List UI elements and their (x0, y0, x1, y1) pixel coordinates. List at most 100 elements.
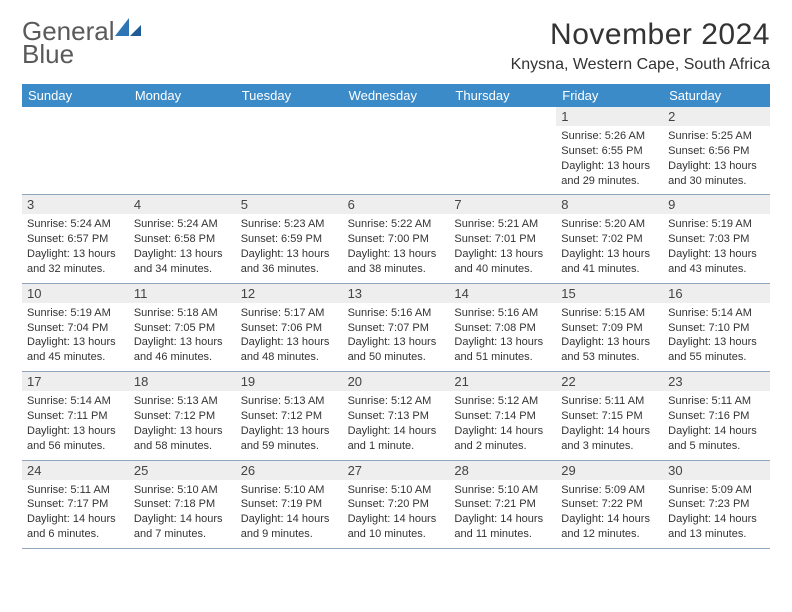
daylight1-text: Daylight: 14 hours (668, 424, 765, 439)
day-cell: 15Sunrise: 5:15 AMSunset: 7:09 PMDayligh… (556, 284, 663, 371)
day-number: 11 (129, 284, 236, 303)
daylight2-text: and 3 minutes. (561, 439, 658, 454)
sunset-text: Sunset: 7:02 PM (561, 232, 658, 247)
day-number: 14 (449, 284, 556, 303)
sunset-text: Sunset: 7:04 PM (27, 321, 124, 336)
sunset-text: Sunset: 7:20 PM (348, 497, 445, 512)
sunrise-text: Sunrise: 5:17 AM (241, 306, 338, 321)
day-cell: 17Sunrise: 5:14 AMSunset: 7:11 PMDayligh… (22, 372, 129, 459)
day-cell: 24Sunrise: 5:11 AMSunset: 7:17 PMDayligh… (22, 461, 129, 548)
daylight2-text: and 38 minutes. (348, 262, 445, 277)
day-number: 25 (129, 461, 236, 480)
day-cell: 18Sunrise: 5:13 AMSunset: 7:12 PMDayligh… (129, 372, 236, 459)
day-number: 16 (663, 284, 770, 303)
dayname-sun: Sunday (22, 84, 129, 107)
day-number: 22 (556, 372, 663, 391)
sunset-text: Sunset: 7:05 PM (134, 321, 231, 336)
daylight1-text: Daylight: 13 hours (134, 247, 231, 262)
daylight2-text: and 7 minutes. (134, 527, 231, 542)
daylight1-text: Daylight: 14 hours (27, 512, 124, 527)
sunrise-text: Sunrise: 5:14 AM (27, 394, 124, 409)
day-number: 5 (236, 195, 343, 214)
daylight2-text: and 9 minutes. (241, 527, 338, 542)
sunrise-text: Sunrise: 5:12 AM (454, 394, 551, 409)
day-number: 28 (449, 461, 556, 480)
daylight1-text: Daylight: 14 hours (561, 512, 658, 527)
day-cell: 16Sunrise: 5:14 AMSunset: 7:10 PMDayligh… (663, 284, 770, 371)
week-row: 10Sunrise: 5:19 AMSunset: 7:04 PMDayligh… (22, 284, 770, 372)
sunset-text: Sunset: 7:19 PM (241, 497, 338, 512)
daylight1-text: Daylight: 13 hours (454, 335, 551, 350)
empty-cell (343, 107, 450, 194)
sunset-text: Sunset: 7:13 PM (348, 409, 445, 424)
day-number: 30 (663, 461, 770, 480)
day-cell: 23Sunrise: 5:11 AMSunset: 7:16 PMDayligh… (663, 372, 770, 459)
sunrise-text: Sunrise: 5:10 AM (134, 483, 231, 498)
sunset-text: Sunset: 6:56 PM (668, 144, 765, 159)
sunset-text: Sunset: 7:03 PM (668, 232, 765, 247)
day-cell: 5Sunrise: 5:23 AMSunset: 6:59 PMDaylight… (236, 195, 343, 282)
day-number: 10 (22, 284, 129, 303)
daylight1-text: Daylight: 13 hours (27, 424, 124, 439)
day-number: 3 (22, 195, 129, 214)
sunset-text: Sunset: 6:55 PM (561, 144, 658, 159)
daylight1-text: Daylight: 13 hours (668, 159, 765, 174)
sunrise-text: Sunrise: 5:15 AM (561, 306, 658, 321)
sunrise-text: Sunrise: 5:09 AM (668, 483, 765, 498)
sunrise-text: Sunrise: 5:13 AM (241, 394, 338, 409)
daylight1-text: Daylight: 13 hours (348, 247, 445, 262)
daylight2-text: and 43 minutes. (668, 262, 765, 277)
daylight1-text: Daylight: 13 hours (561, 159, 658, 174)
daylight2-text: and 6 minutes. (27, 527, 124, 542)
sunset-text: Sunset: 6:59 PM (241, 232, 338, 247)
sunrise-text: Sunrise: 5:09 AM (561, 483, 658, 498)
sunrise-text: Sunrise: 5:25 AM (668, 129, 765, 144)
daylight1-text: Daylight: 14 hours (241, 512, 338, 527)
day-number: 21 (449, 372, 556, 391)
location: Knysna, Western Cape, South Africa (511, 56, 770, 74)
sunrise-text: Sunrise: 5:21 AM (454, 217, 551, 232)
daylight1-text: Daylight: 14 hours (668, 512, 765, 527)
daylight2-text: and 58 minutes. (134, 439, 231, 454)
day-number: 20 (343, 372, 450, 391)
day-cell: 22 Sunrise: 5:11 AMSunset: 7:15 PMDayligh… (556, 372, 663, 459)
sunrise-text: Sunrise: 5:14 AM (668, 306, 765, 321)
day-header-row: Sunday Monday Tuesday Wednesday Thursday… (22, 84, 770, 107)
daylight1-text: Daylight: 13 hours (241, 335, 338, 350)
day-cell: 11Sunrise: 5:18 AMSunset: 7:05 PMDayligh… (129, 284, 236, 371)
daylight1-text: Daylight: 14 hours (134, 512, 231, 527)
day-number: 7 (449, 195, 556, 214)
day-cell: 26Sunrise: 5:10 AMSunset: 7:19 PMDayligh… (236, 461, 343, 548)
sunset-text: Sunset: 7:15 PM (561, 409, 658, 424)
day-number: 23 (663, 372, 770, 391)
day-number: 6 (343, 195, 450, 214)
sunrise-text: Sunrise: 5:11 AM (668, 394, 765, 409)
week-row: 1Sunrise: 5:26 AMSunset: 6:55 PMDaylight… (22, 107, 770, 195)
sunrise-text: Sunrise: 5:19 AM (668, 217, 765, 232)
sunrise-text: Sunrise: 5:24 AM (134, 217, 231, 232)
daylight1-text: Daylight: 13 hours (561, 335, 658, 350)
daylight1-text: Daylight: 14 hours (454, 512, 551, 527)
day-cell: 6 Sunrise: 5:22 AMSunset: 7:00 PMDaylight… (343, 195, 450, 282)
daylight1-text: Daylight: 14 hours (561, 424, 658, 439)
sunrise-text: Sunrise: 5:18 AM (134, 306, 231, 321)
daylight2-text: and 1 minute. (348, 439, 445, 454)
sunrise-text: Sunrise: 5:11 AM (561, 394, 658, 409)
daylight2-text: and 48 minutes. (241, 350, 338, 365)
empty-cell (129, 107, 236, 194)
sunset-text: Sunset: 7:07 PM (348, 321, 445, 336)
daylight2-text: and 36 minutes. (241, 262, 338, 277)
day-cell: 7Sunrise: 5:21 AMSunset: 7:01 PMDaylight… (449, 195, 556, 282)
sunset-text: Sunset: 7:00 PM (348, 232, 445, 247)
daylight2-text: and 55 minutes. (668, 350, 765, 365)
daylight2-text: and 56 minutes. (27, 439, 124, 454)
sunrise-text: Sunrise: 5:22 AM (348, 217, 445, 232)
day-number: 2 (663, 107, 770, 126)
weeks-container: 1Sunrise: 5:26 AMSunset: 6:55 PMDaylight… (22, 107, 770, 549)
dayname-mon: Monday (129, 84, 236, 107)
day-cell: 29Sunrise: 5:09 AMSunset: 7:22 PMDayligh… (556, 461, 663, 548)
daylight1-text: Daylight: 13 hours (668, 247, 765, 262)
daylight1-text: Daylight: 13 hours (668, 335, 765, 350)
day-number: 26 (236, 461, 343, 480)
logo: General Blue (22, 18, 141, 67)
